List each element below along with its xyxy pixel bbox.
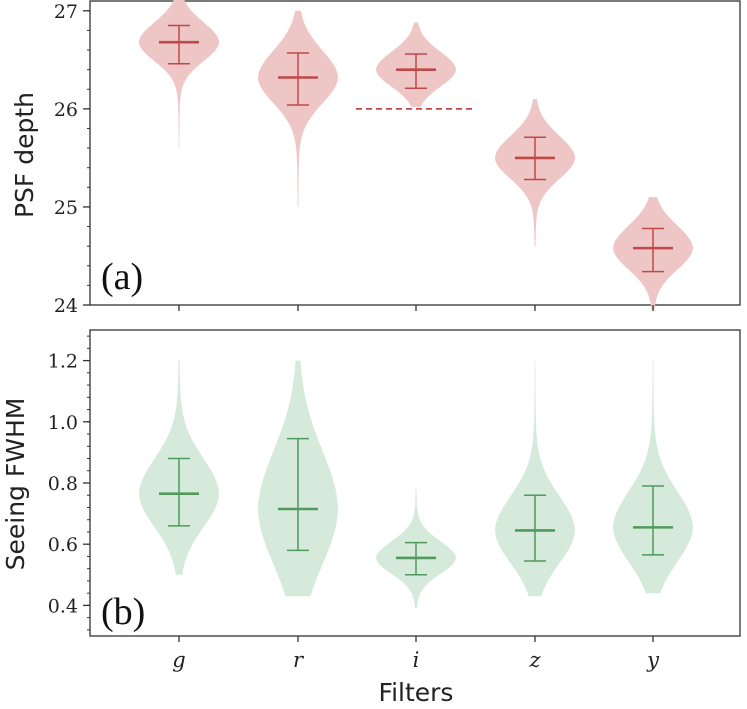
x-tick-label: y: [646, 648, 660, 672]
violin-body: [139, 0, 219, 149]
panel-a-label: (a): [101, 256, 143, 298]
panel-a-yticks: 24 25 26 27: [54, 1, 90, 317]
panel-b-violins: [139, 360, 693, 609]
y-tick-label: 1.0: [48, 412, 78, 434]
panel-a-violins: [139, 0, 693, 310]
panel-a: 24 25 26 27 PSF depth (a): [10, 0, 741, 317]
y-tick-label: 24: [54, 295, 78, 317]
y-tick-label: 0.8: [48, 473, 78, 495]
panel-b: 0.4 0.6 0.8 1.0 1.2 g r i z y Seeing FWHM (b) Fi…: [1, 329, 741, 707]
panel-a-ylabel: PSF depth: [10, 92, 39, 218]
panel-b-label: (b): [101, 591, 145, 633]
panel-a-xticks: [178, 305, 654, 311]
x-axis-label: Filters: [379, 678, 454, 707]
x-tick-label: g: [172, 648, 185, 672]
x-tick-label: z: [528, 648, 541, 672]
panel-a-frame: [89, 0, 741, 306]
panel-b-ylabel: Seeing FWHM: [1, 398, 30, 571]
x-tick-label: r: [293, 648, 305, 672]
violin-body: [258, 10, 338, 207]
panel-b-yticks: 0.4 0.6 0.8 1.0 1.2: [48, 335, 90, 631]
y-tick-label: 0.6: [48, 534, 78, 556]
y-tick-label: 1.2: [48, 351, 78, 373]
violin-body: [613, 360, 693, 594]
x-tick-label: i: [413, 648, 420, 672]
y-tick-label: 25: [54, 197, 78, 219]
violin-body: [495, 360, 575, 597]
y-tick-label: 27: [54, 1, 78, 23]
y-tick-label: 0.4: [48, 595, 78, 617]
y-tick-label: 26: [54, 99, 78, 121]
